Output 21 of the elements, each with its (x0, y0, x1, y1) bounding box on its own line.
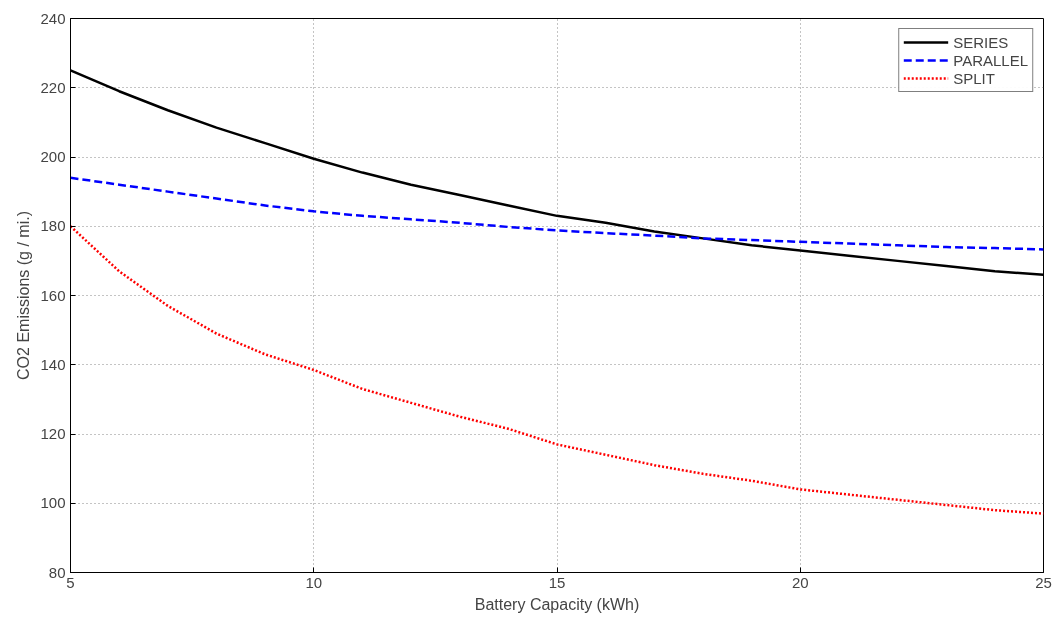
y-tick-label: 120 (40, 425, 66, 442)
y-tick-label: 180 (40, 217, 66, 235)
legend-label: SERIES (953, 33, 1009, 51)
y-tick-label: 80 (48, 563, 66, 581)
y-tick-label: 220 (40, 78, 66, 96)
line-series (70, 225, 1044, 515)
x-tick-label: 10 (305, 573, 323, 591)
y-tick-label: 200 (40, 148, 66, 165)
y-tick-label: 240 (40, 9, 66, 27)
y-tick-label: 160 (40, 286, 66, 304)
x-axis-title: Battery Capacity (kWh) (474, 595, 640, 613)
legend-label: PARALLEL (953, 51, 1028, 69)
x-tick-label: 25 (1035, 573, 1052, 591)
y-tick-label: 100 (40, 494, 66, 512)
line-series (70, 176, 1044, 251)
x-tick-label: 5 (66, 573, 75, 591)
x-tick-label: 15 (548, 573, 566, 591)
y-tick-label: 140 (40, 355, 66, 373)
x-tick-label: 20 (791, 573, 809, 591)
legend-label: SPLIT (953, 69, 995, 87)
y-axis-title: CO2 Emissions (g / mi.) (15, 211, 33, 380)
